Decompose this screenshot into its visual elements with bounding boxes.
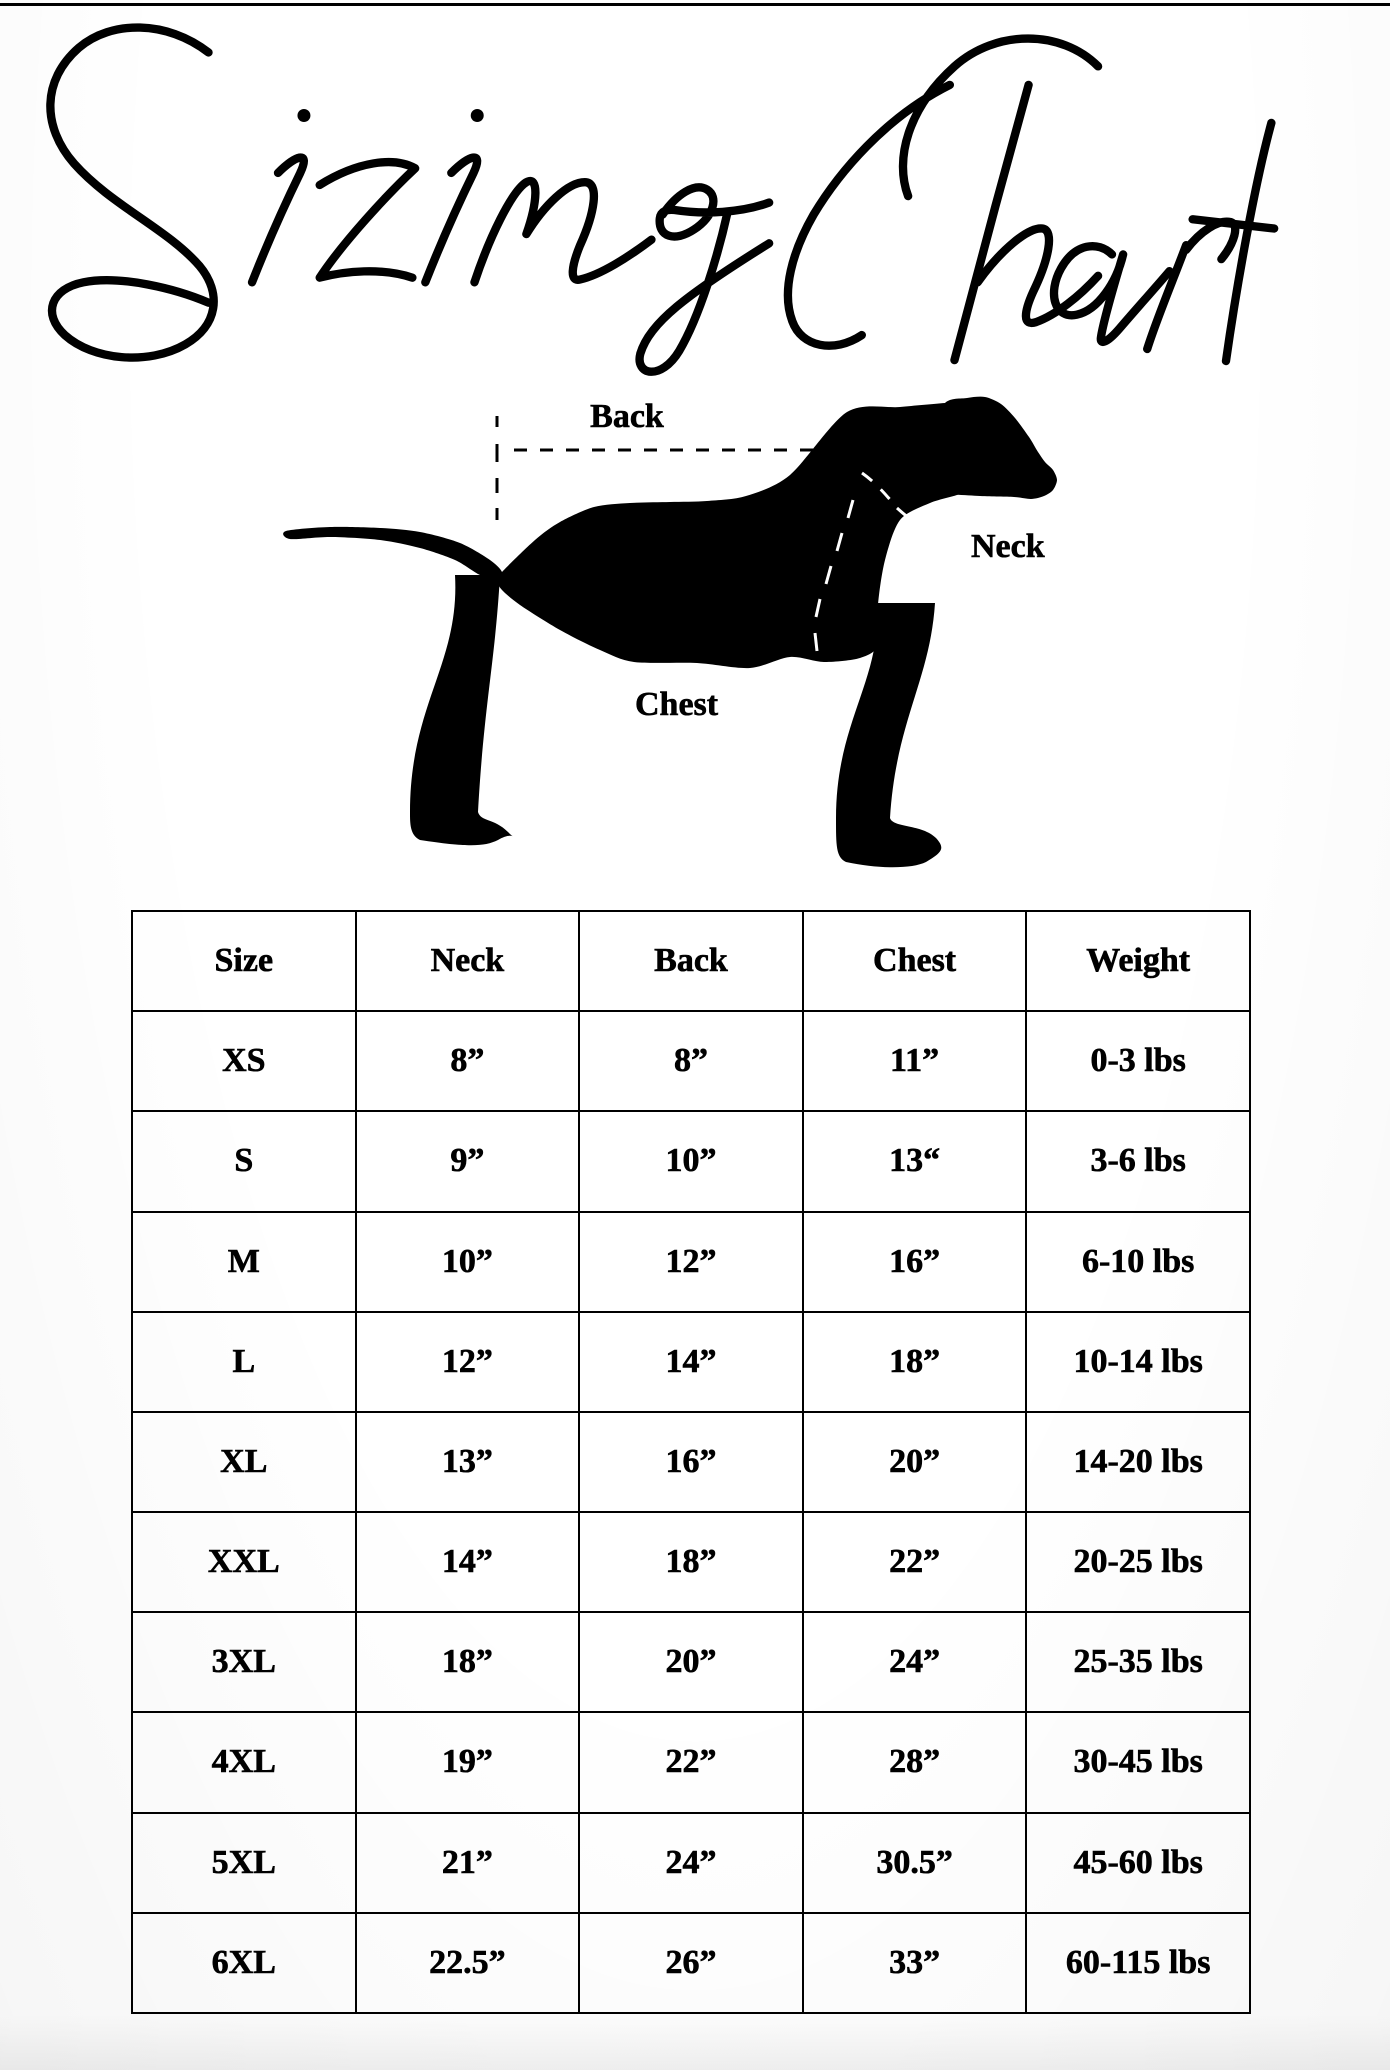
svg-text:Chest: Chest xyxy=(635,686,719,723)
svg-text:Back: Back xyxy=(590,398,664,435)
svg-text:Neck: Neck xyxy=(971,528,1045,565)
